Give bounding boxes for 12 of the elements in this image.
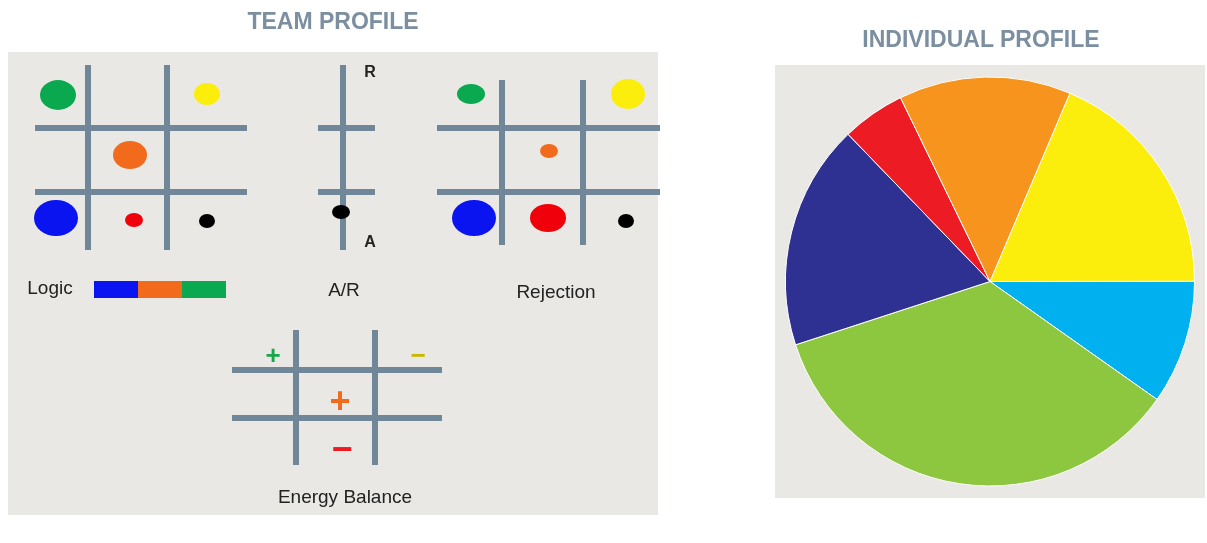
text: R	[364, 63, 376, 81]
text: −	[331, 428, 353, 470]
text: A	[364, 233, 376, 251]
text: +	[329, 380, 351, 422]
chart-title: INDIVIDUAL PROFILE	[862, 26, 1100, 53]
text: Rejection	[516, 281, 596, 303]
text: Logic	[27, 277, 73, 299]
text: −	[410, 339, 426, 371]
text: A/R	[328, 279, 360, 301]
text: Energy Balance	[277, 486, 413, 508]
text: +	[265, 339, 281, 371]
text: TEAM PROFILE	[247, 8, 419, 35]
